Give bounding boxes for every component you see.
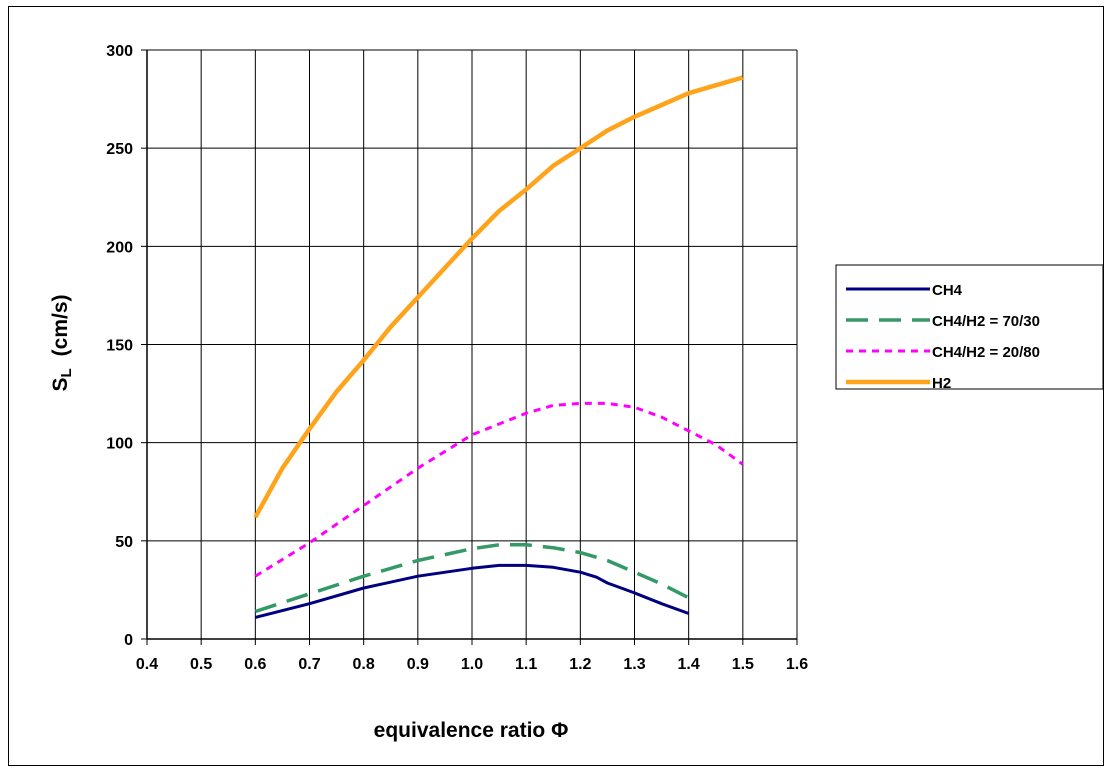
y-tick-label: 0 [124, 632, 133, 649]
legend-label: H2 [932, 375, 951, 392]
y-tick-label: 300 [106, 43, 133, 60]
y-tick-label: 200 [106, 239, 133, 256]
legend-item-ch4-h2-20-80: CH4/H2 = 20/80 [846, 344, 1040, 361]
x-axis-title: equivalence ratio Φ [374, 719, 569, 742]
x-tick-label: 1.3 [623, 656, 645, 673]
y-axis-title-unit: (cm/s) [49, 294, 72, 356]
legend-label: CH4 [932, 282, 963, 299]
x-tick-label: 1.6 [786, 656, 808, 673]
x-tick-label: 1.5 [732, 656, 754, 673]
x-tick-label: 1.2 [569, 656, 591, 673]
y-axis-title-subscript: L [58, 368, 75, 377]
legend-item-h2: H2 [846, 375, 951, 392]
y-tick-label: 250 [106, 141, 133, 158]
legend: CH4 CH4/H2 = 70/30 CH4/H2 = 20/80 H2 [835, 264, 1104, 392]
tick-labels: 0.4 0.5 0.6 0.7 0.8 0.9 1.0 1.1 1.2 1.3 1.4 1.5 1.6 0… [106, 43, 808, 673]
axes [141, 49, 798, 645]
plot-series [253, 75, 744, 619]
legend-item-ch4: CH4 [846, 282, 963, 299]
series-line-ch4 [254, 563, 690, 619]
x-tick-label: 0.6 [244, 656, 266, 673]
x-tick-label: 0.4 [136, 656, 158, 673]
y-axis-title: SL (cm/s) [49, 294, 75, 391]
x-tick-label: 0.8 [353, 656, 375, 673]
series-line-ch4-h2-70-30 [254, 543, 690, 614]
x-tick-label: 1.4 [678, 656, 700, 673]
legend-label: CH4/H2 = 20/80 [932, 344, 1040, 361]
legend-box [835, 264, 1104, 390]
legend-label: CH4/H2 = 70/30 [932, 313, 1040, 330]
legend-item-ch4-h2-70-30: CH4/H2 = 70/30 [846, 313, 1040, 330]
grid [147, 49, 798, 639]
x-tick-label: 1.0 [461, 656, 483, 673]
series-line-h2 [253, 75, 744, 519]
y-tick-label: 50 [115, 534, 133, 551]
x-tick-label: 0.7 [298, 656, 320, 673]
x-tick-label: 0.9 [407, 656, 429, 673]
y-axis-title-main: S [49, 378, 72, 392]
y-tick-label: 100 [106, 436, 133, 453]
x-tick-label: 0.5 [190, 656, 212, 673]
x-tick-label: 1.1 [515, 656, 537, 673]
y-tick-label: 150 [106, 338, 133, 355]
series-line-ch4-h2-20-80 [254, 401, 744, 578]
